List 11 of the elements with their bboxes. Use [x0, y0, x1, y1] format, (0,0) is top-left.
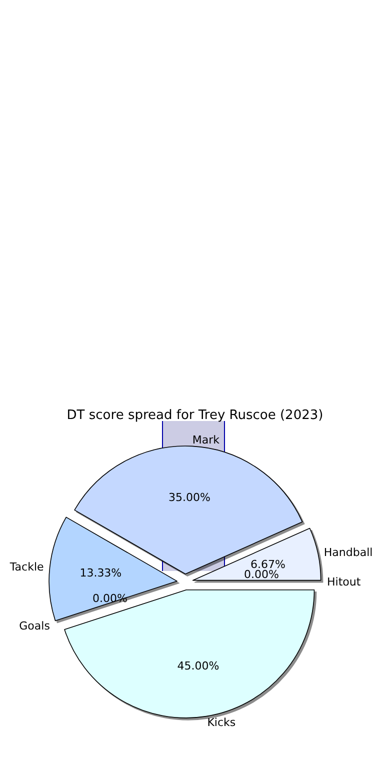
category-label: Hitout	[327, 576, 361, 588]
text: 0.00%	[92, 592, 128, 605]
slice-label: Tackle	[8, 560, 44, 574]
category-label: Goals	[19, 619, 50, 632]
data-label: 35.00%	[168, 490, 210, 504]
chart-title: DT score spread for Trey Ruscoe (2023)	[66, 408, 324, 423]
data-label: 13.33%	[80, 566, 122, 580]
slice-label: Handball	[324, 546, 373, 559]
slice-label: Mark	[192, 434, 220, 447]
data-label: 45.00%	[177, 659, 220, 672]
slice-label: Kicks	[207, 716, 236, 729]
